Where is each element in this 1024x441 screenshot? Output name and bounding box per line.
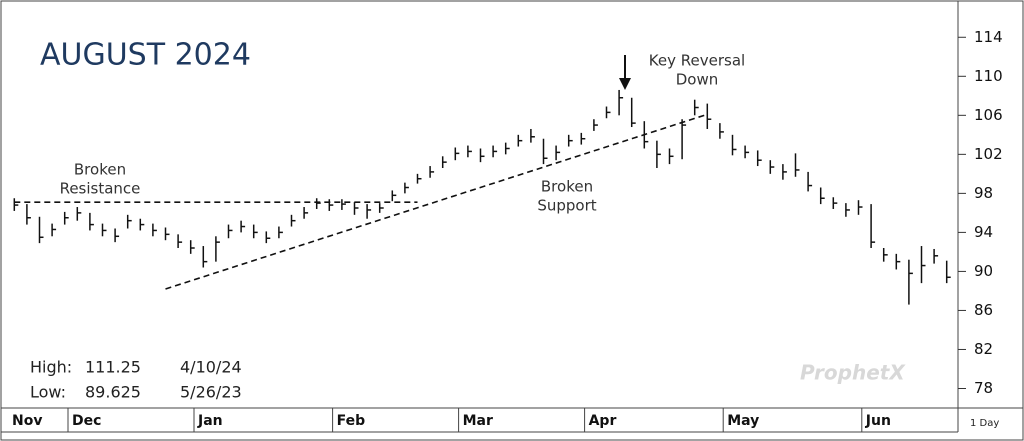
annotation: Support xyxy=(537,197,596,215)
y-tick-label: 106 xyxy=(974,106,1003,124)
x-tick-label: Jun xyxy=(865,413,891,429)
y-tick-label: 114 xyxy=(974,28,1003,46)
y-tick-label: 110 xyxy=(974,67,1003,85)
chart-title: AUGUST 2024 xyxy=(40,38,251,73)
y-tick-label: 94 xyxy=(974,223,993,241)
info-date: 5/26/23 xyxy=(180,383,242,402)
annotation: Key Reversal xyxy=(649,52,745,70)
y-tick-label: 90 xyxy=(974,262,993,280)
annotation: Broken xyxy=(541,178,593,196)
info-label: Low: xyxy=(30,383,66,402)
x-tick-label: Apr xyxy=(589,413,617,429)
trendline xyxy=(165,113,708,290)
arrow-head xyxy=(619,78,631,90)
y-tick-label: 86 xyxy=(974,301,993,319)
info-value: 111.25 xyxy=(85,358,141,377)
x-tick-label: May xyxy=(727,413,759,429)
x-tick-label: Dec xyxy=(72,413,101,429)
info-label: High: xyxy=(30,358,72,377)
x-tick-label: Jan xyxy=(197,413,223,429)
annotation: Broken xyxy=(74,161,126,179)
annotation: Resistance xyxy=(60,180,141,198)
y-tick-label: 98 xyxy=(974,184,993,202)
y-tick-label: 78 xyxy=(974,379,993,397)
info-value: 89.625 xyxy=(85,383,141,402)
x-tick-label: Nov xyxy=(12,413,42,429)
info-date: 4/10/24 xyxy=(180,358,242,377)
x-tick-label: Feb xyxy=(337,413,366,429)
x-tick-label: Mar xyxy=(463,413,493,429)
y-tick-label: 102 xyxy=(974,145,1003,163)
annotation: Down xyxy=(676,71,719,89)
y-tick-label: 82 xyxy=(974,340,993,358)
interval-label: 1 Day xyxy=(970,418,999,429)
watermark: ProphetX xyxy=(800,361,906,385)
